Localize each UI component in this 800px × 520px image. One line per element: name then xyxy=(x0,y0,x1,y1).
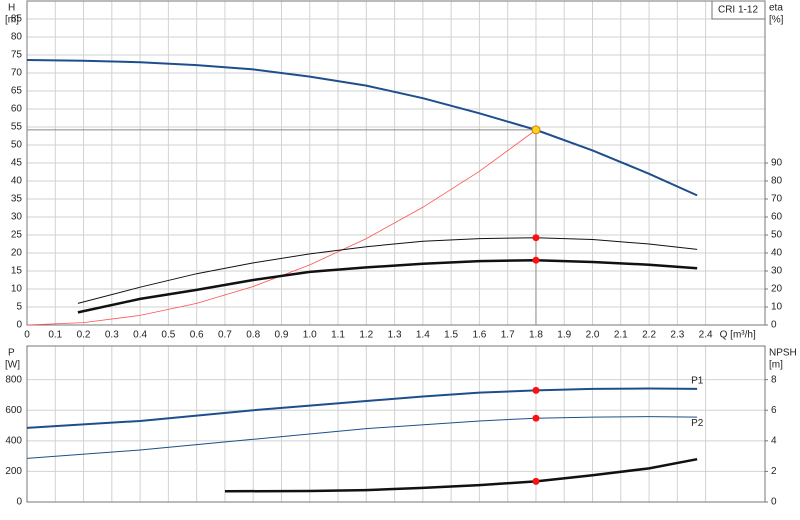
y-tick-label: 45 xyxy=(11,158,23,169)
x-tick-label: 2.2 xyxy=(642,330,656,341)
y2-tick-label: 2 xyxy=(771,466,777,477)
y-tick-label: 55 xyxy=(11,122,23,133)
x-tick-label: 0.1 xyxy=(48,330,62,341)
y-tick-label: 30 xyxy=(11,212,23,223)
x-tick-label: 0.7 xyxy=(218,330,232,341)
y-tick-label: 35 xyxy=(11,194,23,205)
y2-tick-label: 30 xyxy=(771,266,783,277)
y-tick-label: 40 xyxy=(11,176,23,187)
series-label: P1 xyxy=(691,375,704,386)
x-tick-label: 1.0 xyxy=(303,330,317,341)
y-tick-label: 70 xyxy=(11,68,23,79)
x-tick-label: 0.2 xyxy=(77,330,91,341)
y-tick-label: 15 xyxy=(11,266,23,277)
y2-tick-label: 60 xyxy=(771,212,783,223)
y-tick-label: 600 xyxy=(5,405,22,416)
y2-axis-label: NPSH xyxy=(769,348,797,359)
y2-tick-label: 0 xyxy=(771,320,777,331)
x-tick-label: 1.3 xyxy=(388,330,402,341)
x-tick-label: 1.5 xyxy=(444,330,458,341)
x-tick-label: 0.3 xyxy=(105,330,119,341)
curve xyxy=(77,258,698,314)
duty-marker xyxy=(532,234,540,242)
y-tick-label: 85 xyxy=(11,14,23,25)
duty-point xyxy=(531,125,541,135)
x-tick-label: 0.9 xyxy=(275,330,289,341)
duty-marker xyxy=(532,256,540,264)
y2-tick-label: 40 xyxy=(771,248,783,259)
y-tick-label: 0 xyxy=(16,320,22,331)
y2-tick-label: 0 xyxy=(771,497,777,508)
curve xyxy=(26,416,698,459)
duty-marker xyxy=(532,386,540,394)
y-tick-label: 5 xyxy=(16,302,22,313)
y-tick-label: 10 xyxy=(11,284,23,295)
duty-marker xyxy=(532,477,540,485)
y2-axis-label: eta xyxy=(769,3,783,14)
y2-tick-label: 8 xyxy=(771,374,777,385)
y-tick-label: 0 xyxy=(16,497,22,508)
x-tick-label: 2.1 xyxy=(614,330,628,341)
y-tick-label: 60 xyxy=(11,104,23,115)
plot-frame xyxy=(26,0,766,326)
annotation-box xyxy=(711,0,766,20)
y2-tick-label: 70 xyxy=(771,194,783,205)
x-tick-label: 1.7 xyxy=(501,330,515,341)
x-tick-label: 1.2 xyxy=(359,330,373,341)
y2-tick-label: 4 xyxy=(771,435,777,446)
y-tick-label: 25 xyxy=(11,230,23,241)
y2-tick-label: 20 xyxy=(771,284,783,295)
curve xyxy=(224,457,698,493)
x-tick-label: 1.6 xyxy=(472,330,486,341)
y-axis-label: P xyxy=(8,348,15,359)
y-tick-label: 400 xyxy=(5,435,22,446)
duty-marker xyxy=(532,414,540,422)
x-tick-label: 0.6 xyxy=(190,330,204,341)
y-tick-label: 75 xyxy=(11,50,23,61)
annotation: CRI 1-12 xyxy=(718,5,758,16)
curve xyxy=(77,237,698,304)
curve xyxy=(26,59,698,197)
y2-tick-label: 10 xyxy=(771,302,783,313)
curve xyxy=(26,387,698,429)
y-tick-label: 65 xyxy=(11,86,23,97)
y2-axis-unit: [m] xyxy=(769,360,783,371)
x-tick-label: 2.3 xyxy=(670,330,684,341)
y2-axis-unit: [%] xyxy=(769,15,784,26)
x-tick-label: 0.8 xyxy=(246,330,260,341)
y-axis-unit: [W] xyxy=(5,360,20,371)
x-tick-label: 2.0 xyxy=(586,330,600,341)
plot-frame xyxy=(26,345,766,503)
y2-tick-label: 50 xyxy=(771,230,783,241)
x-tick-label: 1.9 xyxy=(557,330,571,341)
y-tick-label: 20 xyxy=(11,248,23,259)
x-tick-label: 1.1 xyxy=(331,330,345,341)
y-tick-label: 200 xyxy=(5,466,22,477)
y2-tick-label: 6 xyxy=(771,405,777,416)
series-label: P2 xyxy=(691,418,704,429)
x-axis-label: Q [m³/h] xyxy=(720,330,756,341)
x-tick-label: 1.8 xyxy=(529,330,543,341)
y2-tick-label: 90 xyxy=(771,158,783,169)
x-tick-label: 0.4 xyxy=(133,330,147,341)
x-tick-label: 0.5 xyxy=(161,330,175,341)
x-tick-label: 0 xyxy=(24,330,30,341)
y-tick-label: 800 xyxy=(5,374,22,385)
y2-tick-label: 80 xyxy=(771,176,783,187)
y-tick-label: 50 xyxy=(11,140,23,151)
y-axis-unit: [m] xyxy=(5,15,19,26)
x-tick-label: 2.4 xyxy=(699,330,713,341)
y-tick-label: 80 xyxy=(11,32,23,43)
x-tick-label: 1.4 xyxy=(416,330,430,341)
y-axis-label: H xyxy=(8,3,15,14)
